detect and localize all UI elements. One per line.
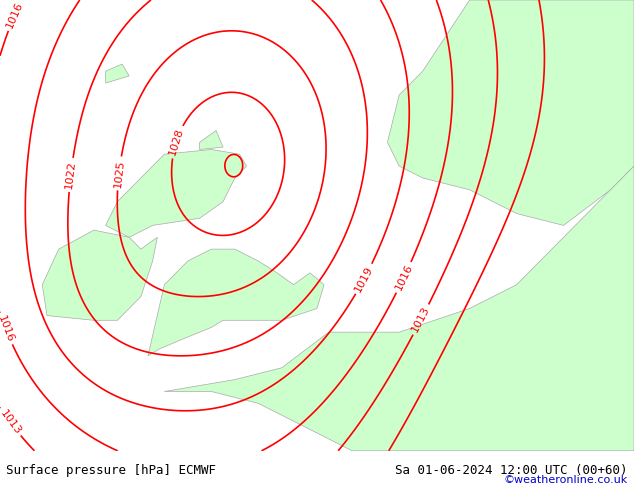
Text: 1016: 1016 bbox=[393, 263, 415, 292]
Polygon shape bbox=[42, 230, 157, 320]
Text: 1025: 1025 bbox=[112, 159, 126, 188]
Polygon shape bbox=[148, 249, 324, 356]
Text: 1028: 1028 bbox=[167, 127, 185, 157]
Text: ©weatheronline.co.uk: ©weatheronline.co.uk bbox=[503, 475, 628, 485]
Polygon shape bbox=[106, 149, 247, 237]
Text: Surface pressure [hPa] ECMWF: Surface pressure [hPa] ECMWF bbox=[6, 464, 216, 477]
Text: 1016: 1016 bbox=[4, 0, 25, 30]
Text: 1016: 1016 bbox=[0, 314, 15, 343]
Text: 1013: 1013 bbox=[0, 408, 23, 437]
Text: 1019: 1019 bbox=[353, 264, 375, 294]
Polygon shape bbox=[164, 166, 634, 451]
Text: 1022: 1022 bbox=[64, 160, 77, 190]
Polygon shape bbox=[106, 64, 129, 83]
Text: 1013: 1013 bbox=[410, 305, 432, 334]
Polygon shape bbox=[387, 0, 634, 225]
Text: Sa 01-06-2024 12:00 UTC (00+60): Sa 01-06-2024 12:00 UTC (00+60) bbox=[395, 464, 628, 477]
Polygon shape bbox=[200, 130, 223, 149]
